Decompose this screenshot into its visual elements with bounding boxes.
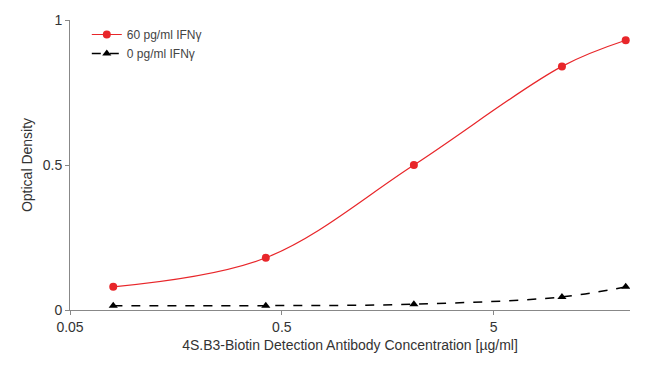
- svg-text:0.05: 0.05: [56, 319, 83, 335]
- svg-text:Optical Density: Optical Density: [19, 118, 35, 212]
- svg-text:0.5: 0.5: [43, 157, 63, 173]
- svg-text:60 pg/ml IFNγ: 60 pg/ml IFNγ: [127, 28, 202, 42]
- svg-text:5: 5: [490, 319, 498, 335]
- svg-text:1: 1: [54, 12, 62, 28]
- svg-text:0: 0: [54, 302, 62, 318]
- svg-text:4S.B3-Biotin Detection Antibod: 4S.B3-Biotin Detection Antibody Concentr…: [182, 337, 518, 353]
- svg-text:0 pg/ml IFNγ: 0 pg/ml IFNγ: [127, 47, 195, 61]
- svg-text:0.5: 0.5: [272, 319, 292, 335]
